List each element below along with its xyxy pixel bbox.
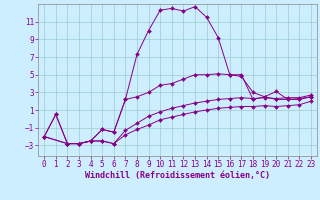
X-axis label: Windchill (Refroidissement éolien,°C): Windchill (Refroidissement éolien,°C) — [85, 171, 270, 180]
